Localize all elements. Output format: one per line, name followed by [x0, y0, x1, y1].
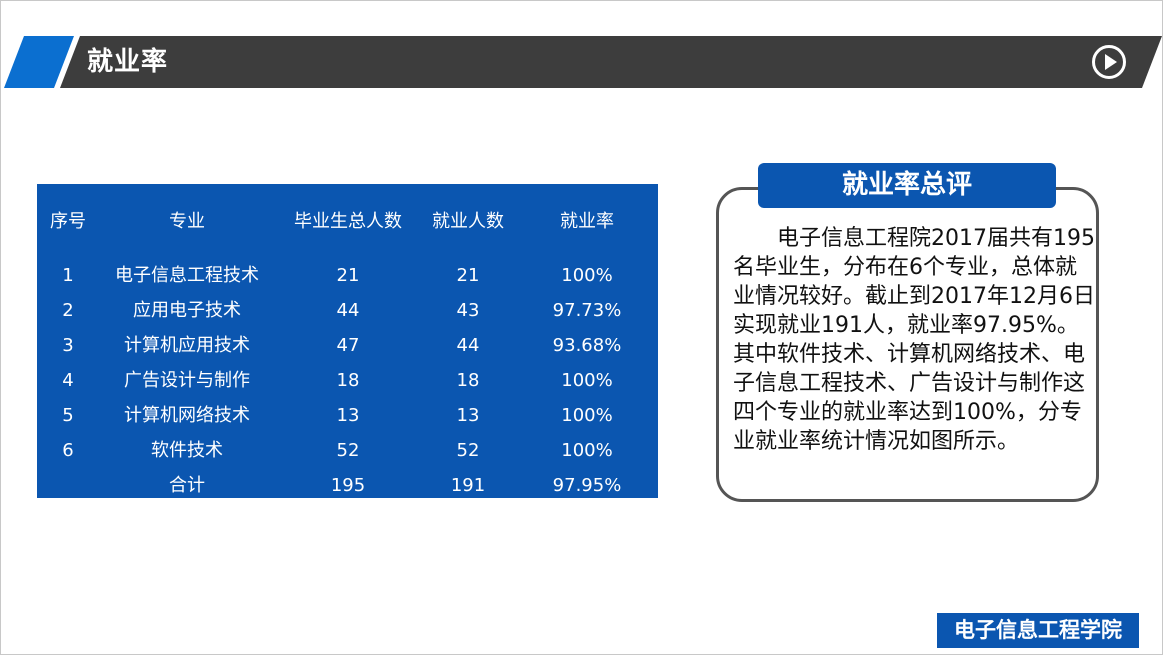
row-employed: 52	[456, 440, 480, 461]
row-major: 计算机网络技术	[124, 405, 250, 426]
row-rate: 93.68%	[552, 335, 622, 356]
play-circle-icon	[1092, 45, 1126, 79]
summary-text: 电子信息工程院2017届共有195名毕业生，分布在6个专业，总体就业情况较好。截…	[733, 226, 1095, 454]
header-index: 序号	[50, 211, 86, 232]
table-row: 2 应用电子技术 44 43 97.73%	[37, 294, 658, 328]
footer-college-name: 电子信息工程学院	[937, 613, 1139, 648]
header-major: 专业	[169, 211, 205, 232]
table-header-row: 序号 专业 毕业生总人数 就业人数 就业率	[37, 205, 658, 239]
row-rate: 100%	[561, 405, 613, 426]
row-graduates: 21	[336, 265, 360, 286]
header-graduates: 毕业生总人数	[294, 211, 402, 232]
row-employed: 21	[456, 265, 480, 286]
row-index: 4	[62, 370, 74, 391]
row-graduates: 13	[336, 405, 360, 426]
row-major: 电子信息工程技术	[115, 265, 259, 286]
row-rate: 100%	[561, 440, 613, 461]
total-employed: 191	[450, 475, 486, 496]
summary-box	[716, 187, 1099, 502]
employment-table: 序号 专业 毕业生总人数 就业人数 就业率 1 电子信息工程技术 21 21 1…	[37, 184, 658, 498]
table-total-row: 合计 195 191 97.95%	[37, 469, 658, 503]
table-row: 6 软件技术 52 52 100%	[37, 434, 658, 468]
row-rate: 100%	[561, 265, 613, 286]
total-graduates: 195	[330, 475, 366, 496]
row-graduates: 18	[336, 370, 360, 391]
table-row: 1 电子信息工程技术 21 21 100%	[37, 259, 658, 293]
page-title: 就业率	[87, 47, 169, 77]
total-label: 合计	[169, 475, 205, 496]
row-index: 6	[62, 440, 74, 461]
row-major: 广告设计与制作	[124, 370, 250, 391]
table-row: 3 计算机应用技术 47 44 93.68%	[37, 329, 658, 363]
table-row: 4 广告设计与制作 18 18 100%	[37, 364, 658, 398]
row-employed: 44	[456, 335, 480, 356]
row-major: 计算机应用技术	[124, 335, 250, 356]
play-button[interactable]	[1091, 44, 1127, 80]
row-graduates: 52	[336, 440, 360, 461]
row-graduates: 47	[336, 335, 360, 356]
summary-title-banner	[758, 163, 1056, 208]
header-rate: 就业率	[560, 211, 614, 232]
row-graduates: 44	[336, 300, 360, 321]
row-major: 应用电子技术	[133, 300, 241, 321]
row-index: 1	[62, 265, 74, 286]
row-major: 软件技术	[151, 440, 223, 461]
row-employed: 18	[456, 370, 480, 391]
total-rate: 97.95%	[552, 475, 622, 496]
header-employed: 就业人数	[432, 211, 504, 232]
row-employed: 43	[456, 300, 480, 321]
summary-title: 就业率总评	[841, 170, 972, 200]
table-row: 5 计算机网络技术 13 13 100%	[37, 399, 658, 433]
header-bar	[60, 36, 1162, 88]
row-index: 5	[62, 405, 74, 426]
row-index: 2	[62, 300, 74, 321]
row-rate: 97.73%	[552, 300, 622, 321]
row-rate: 100%	[561, 370, 613, 391]
row-employed: 13	[456, 405, 480, 426]
row-index: 3	[62, 335, 74, 356]
